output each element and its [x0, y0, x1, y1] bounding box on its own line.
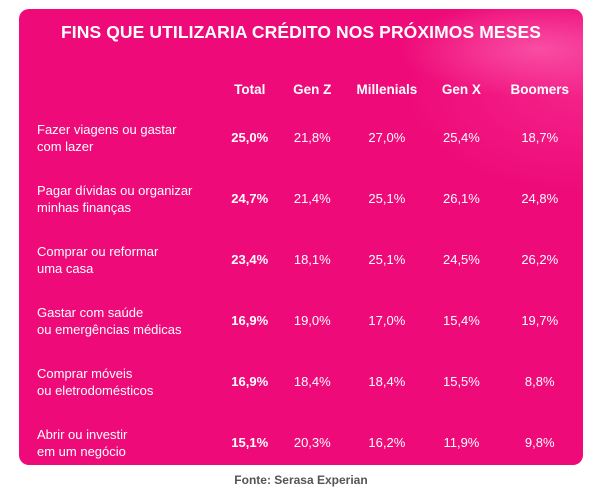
row-label-line2: ou emergências médicas	[37, 321, 182, 337]
row-label: Comprar móveis ou eletrodomésticos	[37, 351, 222, 412]
cell-total: 16,9%	[231, 313, 269, 328]
row-label: Gastar com saúde ou emergências médicas	[37, 290, 222, 351]
table-row: Gastar com saúde ou emergências médicas 1…	[37, 290, 583, 351]
row-label-line2: com lazer	[37, 138, 94, 154]
row-label-line2: ou eletrodomésticos	[37, 382, 154, 398]
cell-millenials: 25,1%	[368, 252, 406, 267]
header-blank	[37, 71, 222, 107]
cell-gen-x: 15,4%	[442, 313, 480, 328]
cell-total: 15,1%	[231, 435, 269, 450]
cell-millenials: 27,0%	[368, 130, 406, 145]
cell-millenials: 18,4%	[368, 374, 406, 389]
cell-total: 16,9%	[231, 374, 269, 389]
column-header-gen-z: Gen Z	[293, 81, 332, 97]
row-label-line1: Abrir ou investir	[37, 426, 128, 442]
row-label: Fazer viagens ou gastar com lazer	[37, 107, 222, 168]
cell-millenials: 17,0%	[368, 313, 406, 328]
cell-gen-z: 19,0%	[293, 313, 331, 328]
cell-gen-x: 25,4%	[442, 130, 480, 145]
cell-gen-x: 15,5%	[442, 374, 480, 389]
cell-boomers: 24,8%	[521, 191, 559, 206]
cell-millenials: 25,1%	[368, 191, 406, 206]
row-label-line2: em um negócio	[37, 443, 126, 459]
table-row: Comprar móveis ou eletrodomésticos 16,9% …	[37, 351, 583, 412]
row-label-line1: Gastar com saúde	[37, 304, 144, 320]
cell-total: 24,7%	[231, 191, 269, 206]
header-row: Total Gen Z Millenials Gen X Boomers	[37, 71, 583, 107]
table-row: Comprar ou reformar uma casa 23,4% 18,1% …	[37, 229, 583, 290]
data-table: Total Gen Z Millenials Gen X Boomers Faz…	[37, 71, 583, 465]
table-row: Fazer viagens ou gastar com lazer 25,0% 2…	[37, 107, 583, 168]
cell-boomers: 26,2%	[521, 252, 559, 267]
table-row: Abrir ou investir em um negócio 15,1% 20,…	[37, 412, 583, 465]
column-header-boomers: Boomers	[510, 81, 569, 97]
column-header-total: Total	[234, 81, 266, 97]
row-label-line2: minhas finanças	[37, 199, 131, 215]
cell-gen-z: 18,1%	[293, 252, 331, 267]
column-header-millenials: Millenials	[356, 81, 418, 97]
column-header-gen-x: Gen X	[441, 81, 481, 97]
cell-boomers: 9,8%	[524, 435, 555, 450]
cell-gen-z: 20,3%	[293, 435, 331, 450]
row-label-line1: Comprar ou reformar	[37, 243, 159, 259]
row-label: Pagar dívidas ou organizar minhas finança…	[37, 168, 222, 229]
cell-gen-z: 21,4%	[293, 191, 331, 206]
table-row: Pagar dívidas ou organizar minhas finança…	[37, 168, 583, 229]
source-caption: Fonte: Serasa Experian	[234, 473, 368, 487]
row-label-line1: Pagar dívidas ou organizar	[37, 182, 193, 198]
chart-card: FINS QUE UTILIZARIA CRÉDITO NOS PRÓXIMOS…	[19, 9, 583, 465]
cell-gen-z: 18,4%	[293, 374, 331, 389]
row-label: Abrir ou investir em um negócio	[37, 412, 222, 465]
chart-title: FINS QUE UTILIZARIA CRÉDITO NOS PRÓXIMOS…	[60, 22, 542, 42]
row-label: Comprar ou reformar uma casa	[37, 229, 222, 290]
row-label-line2: uma casa	[37, 260, 94, 276]
cell-total: 23,4%	[231, 252, 269, 267]
row-label-line1: Comprar móveis	[37, 365, 133, 381]
cell-gen-z: 21,8%	[293, 130, 331, 145]
row-label-line1: Fazer viagens ou gastar	[37, 121, 177, 137]
cell-gen-x: 24,5%	[442, 252, 480, 267]
cell-boomers: 19,7%	[521, 313, 559, 328]
cell-gen-x: 26,1%	[442, 191, 480, 206]
cell-millenials: 16,2%	[368, 435, 406, 450]
cell-gen-x: 11,9%	[443, 435, 480, 450]
cell-boomers: 8,8%	[524, 374, 555, 389]
cell-total: 25,0%	[231, 130, 269, 145]
cell-boomers: 18,7%	[521, 130, 559, 145]
